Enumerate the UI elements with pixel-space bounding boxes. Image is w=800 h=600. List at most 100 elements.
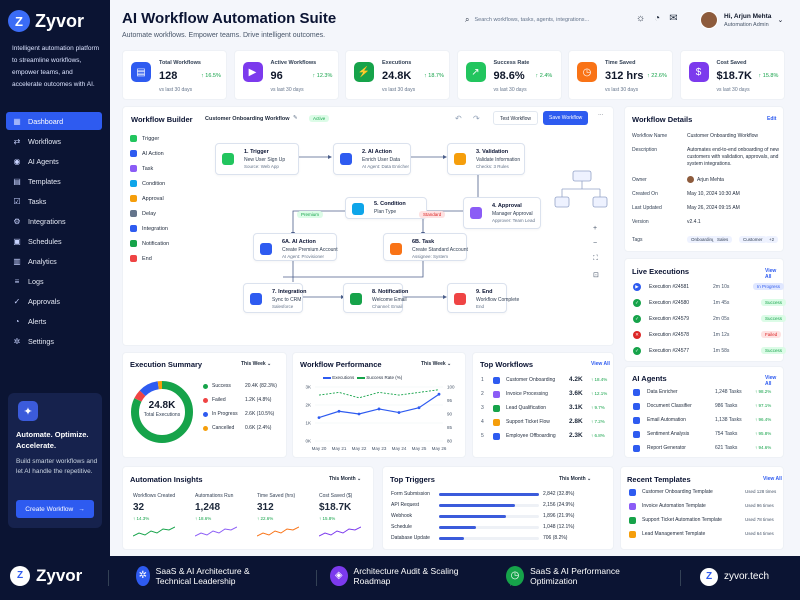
promo-title: Automate. Optimize. Accelerate. [16, 430, 89, 450]
flow-node-n1[interactable]: 1. Trigger New User Sign Up Source: Web Ap… [215, 143, 299, 175]
legend-dot [203, 426, 208, 431]
sidebar-item-schedules[interactable]: ▣ Schedules [6, 232, 102, 250]
sidebar-item-dashboard[interactable]: ▦ Dashboard [6, 112, 102, 130]
execution-id[interactable]: Execution #24579 [649, 316, 690, 322]
performance-period-select[interactable]: This Week ⌄ [421, 361, 452, 367]
search-input[interactable]: ⌕ Search workflows, tasks, agents, integr… [465, 14, 615, 26]
mail-icon[interactable]: ✉ [669, 13, 678, 24]
kpi-card[interactable]: ▤ Total Workflows 128 ↑ 16.5% vs last 30 day… [122, 50, 227, 100]
flow-node-n2[interactable]: 2. AI Action Enrich User Data AI Agent: Da… [333, 143, 411, 175]
palette-item-task[interactable]: Task [130, 161, 190, 176]
palette-item-notification[interactable]: Notification [130, 236, 190, 251]
execution-id[interactable]: Execution #24577 [649, 348, 690, 354]
agents-view-all[interactable]: View All [765, 375, 777, 387]
template-name[interactable]: Support Ticket Automation Template [642, 517, 722, 523]
execution-id[interactable]: Execution #24578 [649, 332, 690, 338]
sidebar-item-analytics[interactable]: ▥ Analytics [6, 252, 102, 270]
execution-id[interactable]: Execution #24581 [649, 284, 690, 290]
triggers-period-select[interactable]: This Month ⌄ [559, 476, 592, 482]
kpi-card[interactable]: ↗ Success Rate 98.6% ↑ 2.4% vs last 30 days [456, 50, 562, 100]
sidebar-item-templates[interactable]: ▤ Templates [6, 172, 102, 190]
brand-logo[interactable]: Z Zyvor [8, 10, 84, 32]
top-workflow-name[interactable]: Lead Qualification [506, 405, 547, 411]
agent-name[interactable]: Document Classifier [647, 403, 692, 409]
sidebar-item-label: Dashboard [28, 116, 64, 126]
kpi-card[interactable]: ◷ Time Saved 312 hrs ↑ 22.6% vs last 30 days [568, 50, 673, 100]
insight-value: 312 [257, 502, 274, 513]
top-workflow-name[interactable]: Customer Onboarding [506, 377, 556, 383]
sidebar-item-logs[interactable]: ≡ Logs [6, 272, 102, 290]
flow-node-n4[interactable]: 4. Approval Manager Approval Approver: Tea… [463, 197, 541, 229]
more-icon[interactable]: ⋯ [598, 113, 604, 119]
top-workflow-name[interactable]: Support Ticket Flow [506, 419, 550, 425]
kpi-card[interactable]: $ Cost Saved $18.7K ↑ 15.8% vs last 30 days [679, 50, 785, 100]
templates-view-all[interactable]: View All [763, 476, 782, 482]
summary-period-select[interactable]: This Week ⌄ [241, 361, 272, 367]
sidebar-item-approvals[interactable]: ✓ Approvals [6, 292, 102, 310]
sidebar-item-label: Schedules [28, 236, 62, 246]
lock-icon[interactable]: ⊡ [593, 272, 599, 279]
user-menu[interactable]: Hi, Arjun Mehta Automation Admin ⌄ [700, 11, 783, 29]
flow-node-n6a[interactable]: 6A. AI Action Create Premium Account AI Ag… [253, 233, 338, 261]
insight-label: Time Saved (hrs) [257, 493, 296, 499]
kpi-card[interactable]: ▶ Active Workflows 96 ↑ 12.3% vs last 30 day… [233, 50, 339, 100]
palette-item-delay[interactable]: Delay [130, 206, 190, 221]
pencil-icon[interactable]: ✎ [293, 115, 298, 121]
save-workflow-button[interactable]: Save Workflow [543, 111, 589, 125]
edit-link[interactable]: Edit [767, 116, 777, 122]
zoom-in-icon[interactable]: + [593, 225, 598, 232]
flow-node-n8[interactable]: 8. Notification Welcome Email Channel: Ema… [343, 283, 408, 313]
insights-period-select[interactable]: This Month ⌄ [329, 476, 362, 482]
palette-item-condition[interactable]: Condition [130, 176, 190, 191]
sidebar-item-label: Logs [28, 276, 44, 286]
sun-icon[interactable]: ☼ [636, 13, 646, 24]
workflow-name[interactable]: Customer Onboarding Workflow [205, 116, 290, 122]
palette-item-approval[interactable]: Approval [130, 191, 190, 206]
sidebar-item-tasks[interactable]: ☑ Tasks [6, 192, 102, 210]
zoom-out-icon[interactable]: − [593, 240, 598, 247]
redo-icon[interactable]: ↷ [473, 114, 480, 123]
create-workflow-label: Create Workflow [25, 505, 74, 513]
donut-center: 24.8K Total Executions [127, 400, 197, 418]
template-name[interactable]: Invoice Automation Template [642, 503, 706, 509]
template-name[interactable]: Customer Onboarding Template [642, 489, 713, 495]
executions-view-all[interactable]: View All [765, 268, 777, 280]
kpi-icon: ◷ [577, 62, 597, 82]
top-workflow-name[interactable]: Employee Offboarding [506, 433, 556, 439]
kpi-card[interactable]: ⚡ Executions 24.8K ↑ 18.7% vs last 30 days [345, 50, 450, 100]
top-workflow-name[interactable]: Invoice Processing [506, 391, 548, 397]
executions-point [397, 411, 401, 414]
agent-name[interactable]: Report Generator [647, 445, 686, 451]
undo-icon[interactable]: ↶ [455, 114, 462, 123]
agent-name[interactable]: Email Automation [647, 417, 686, 423]
flow-node-n9[interactable]: 9. End Workflow Complete End [447, 283, 519, 313]
flow-node-n6b[interactable]: 6B. Task Create Standard Account Assignee:… [383, 233, 468, 261]
palette-item-ai-action[interactable]: AI Action [130, 146, 190, 161]
bell-icon[interactable]: ◔ [654, 13, 661, 24]
node-detail: AI Agent: Data Enricher [362, 164, 410, 169]
footer-divider [108, 570, 109, 586]
header-icons: ☼ ◔ ✉ [636, 13, 678, 24]
template-name[interactable]: Lead Management Template [642, 531, 706, 537]
footer-site[interactable]: Z zyvor.tech [700, 568, 769, 586]
palette-item-trigger[interactable]: Trigger [130, 131, 190, 146]
flow-node-n3[interactable]: 3. Validation Validate Information Checks:… [447, 143, 525, 175]
execution-id[interactable]: Execution #24580 [649, 300, 690, 306]
flow-node-n7[interactable]: 7. Integration Sync to CRM Salesforce [243, 283, 307, 313]
sidebar-item-settings[interactable]: ✲ Settings [6, 332, 102, 350]
sidebar-item-ai-agents[interactable]: ◉ AI Agents [6, 152, 102, 170]
sidebar-item-workflows[interactable]: ⇄ Workflows [6, 132, 102, 150]
top-view-all[interactable]: View All [591, 361, 610, 367]
palette-icon [130, 150, 137, 157]
agent-name[interactable]: Data Enricher [647, 389, 678, 395]
fit-screen-icon[interactable]: ⛶ [593, 255, 598, 262]
agent-name[interactable]: Sentiment Analysis [647, 431, 690, 437]
palette-icon [130, 135, 137, 142]
sidebar-item-integrations[interactable]: ⚙ Integrations [6, 212, 102, 230]
sidebar-item-alerts[interactable]: ◔ Alerts [6, 312, 102, 330]
flow-node-n5[interactable]: 5. Condition Plan Type [345, 197, 427, 219]
palette-item-end[interactable]: End [130, 251, 190, 266]
palette-item-integration[interactable]: Integration [130, 221, 190, 236]
create-workflow-button[interactable]: Create Workflow → [16, 500, 94, 518]
test-workflow-button[interactable]: Test Workflow [493, 111, 539, 125]
